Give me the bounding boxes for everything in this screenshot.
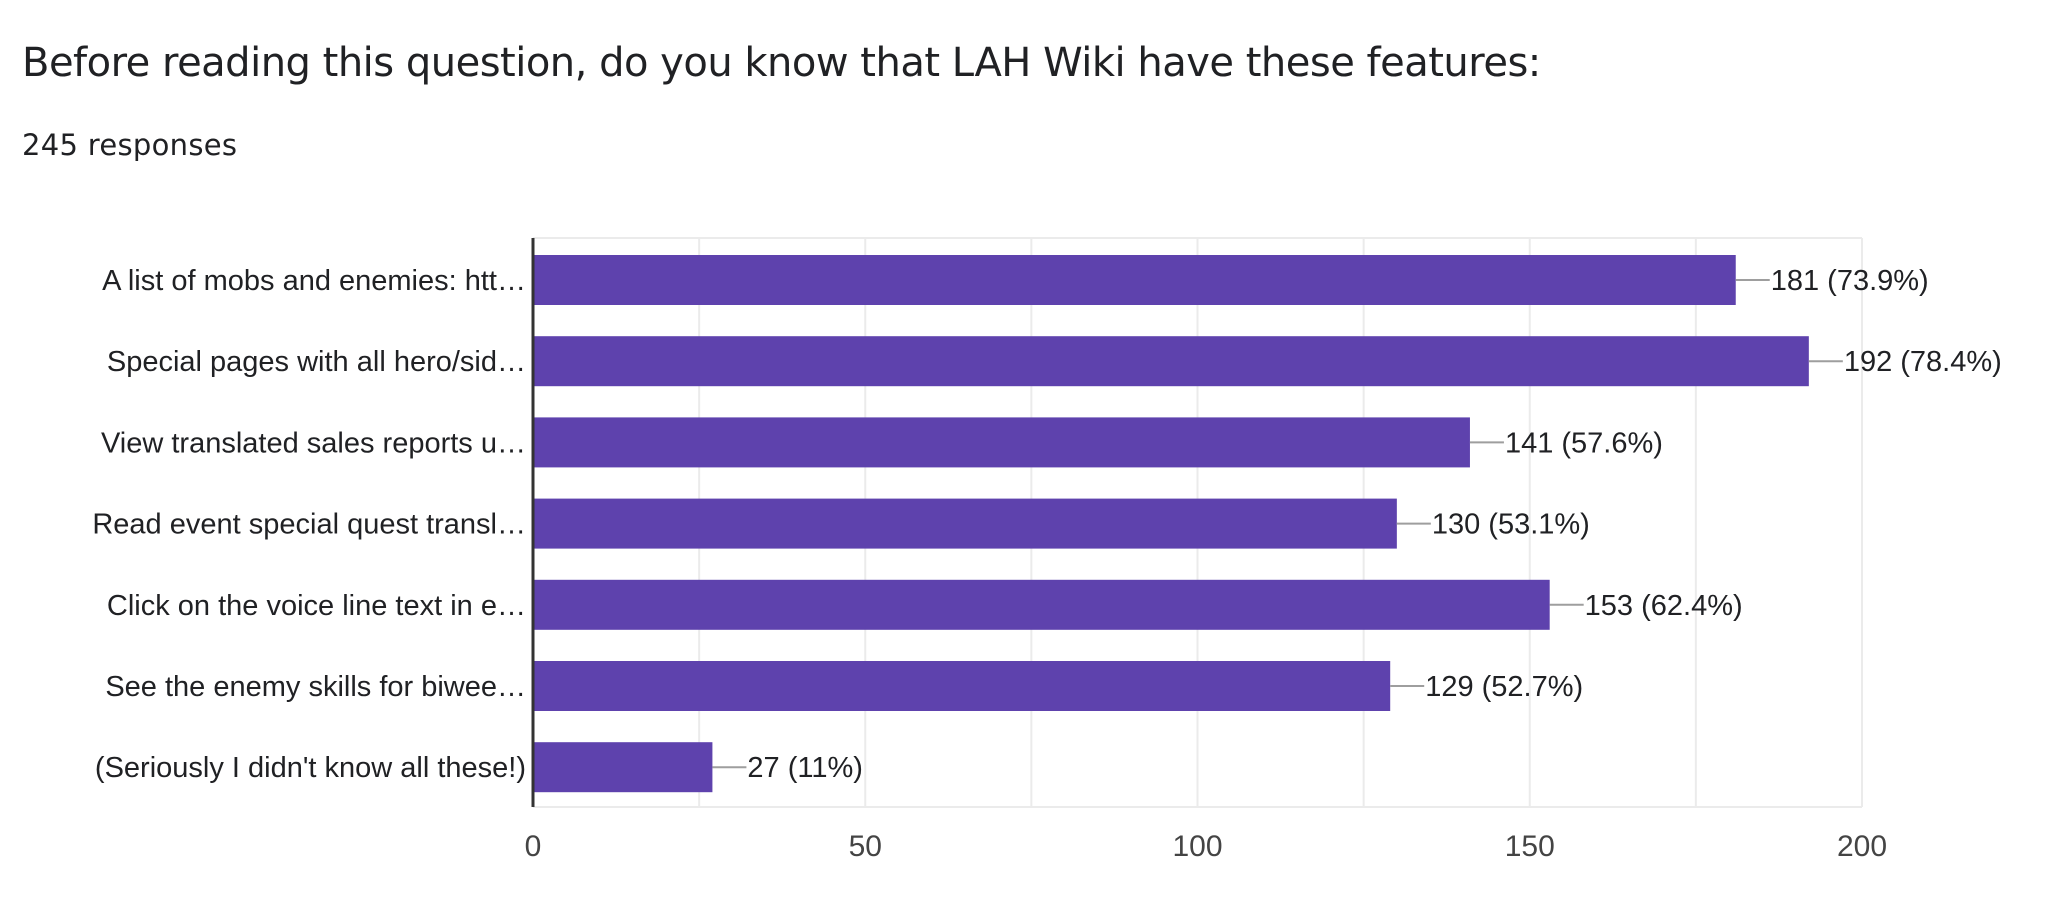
question-title: Before reading this question, do you kno… — [22, 40, 1541, 86]
category-label: Special pages with all hero/sid… — [107, 346, 526, 378]
data-label: 130 (53.1%) — [1432, 509, 1590, 541]
bar — [533, 255, 1736, 305]
bar — [533, 336, 1809, 387]
bar — [533, 417, 1470, 468]
x-tick-label: 150 — [1505, 830, 1555, 863]
response-count: 245 responses — [22, 128, 238, 162]
x-tick-label: 50 — [849, 830, 882, 863]
x-tick-label: 200 — [1837, 830, 1887, 863]
bar — [533, 498, 1397, 549]
bar — [533, 579, 1550, 630]
data-label: 141 (57.6%) — [1505, 427, 1663, 459]
category-label: (Seriously I didn't know all these!) — [95, 752, 526, 784]
category-label: Click on the voice line text in e… — [107, 590, 526, 622]
data-label: 153 (62.4%) — [1585, 590, 1743, 622]
chart-labels: 181 (73.9%) A list of mobs and enemies: h… — [92, 265, 2001, 784]
bar — [533, 742, 713, 793]
data-label: 192 (78.4%) — [1844, 346, 2002, 378]
data-label: 27 (11%) — [747, 752, 863, 784]
chart-bars — [533, 255, 1809, 793]
chart-axes: 0 50 100 150 200 — [525, 238, 1887, 863]
category-label: See the enemy skills for biwee… — [105, 671, 526, 703]
category-label: Read event special quest transl… — [92, 509, 526, 541]
x-tick-label: 0 — [525, 830, 542, 863]
category-label: A list of mobs and enemies: htt… — [102, 265, 526, 297]
data-label: 129 (52.7%) — [1425, 671, 1583, 703]
x-tick-label: 100 — [1172, 830, 1222, 863]
chart-grid — [533, 237, 1863, 808]
bar — [533, 661, 1391, 711]
data-label: 181 (73.9%) — [1771, 265, 1929, 297]
category-label: View translated sales reports u… — [101, 427, 526, 459]
